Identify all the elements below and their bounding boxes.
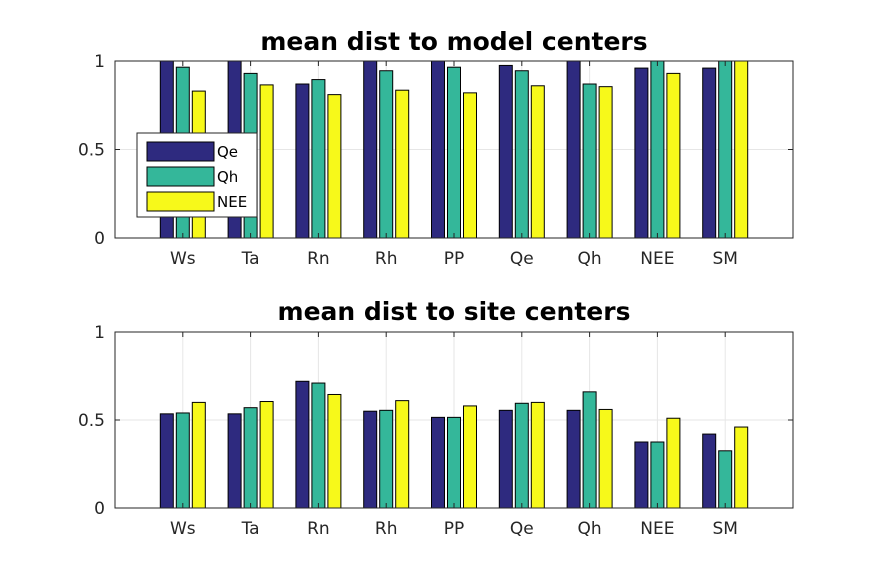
bar-nee-ta — [259, 84, 274, 238]
y-tick-label: 0 — [94, 499, 105, 519]
bar-qh-rn — [311, 79, 326, 238]
bar-qe-pp — [431, 61, 445, 238]
chart-site-centers: Ws Ta Rn Rh PP Qe Qh NEE SM 0 0.5 1 mean dist to sit… — [78, 297, 794, 539]
bar-nee-sm — [734, 426, 749, 508]
bar-qh-rh — [379, 409, 394, 508]
bar-qh-sm — [718, 450, 733, 508]
bar-nee-rh — [395, 400, 410, 508]
bar-nee-qh — [598, 408, 613, 508]
bar-qh-qh — [582, 83, 597, 238]
y-tick-label: 0.5 — [78, 411, 105, 431]
legend-swatch-qe — [146, 141, 215, 162]
chart-title: mean dist to model centers — [260, 27, 647, 56]
x-tick-label: Rh — [375, 249, 398, 269]
bar-qe-rh — [363, 410, 378, 508]
chart-title: mean dist to site centers — [278, 297, 631, 326]
x-tick-label: Ws — [170, 249, 196, 269]
legend-label-qh: Qh — [217, 168, 238, 186]
bar-qe-qe — [498, 409, 513, 508]
bar-nee-sm — [734, 61, 749, 238]
bar-qh-pp — [447, 416, 461, 508]
bar-nee-nee — [666, 72, 681, 238]
bar-qh-rh — [379, 70, 394, 238]
bar-nee-qe — [530, 85, 545, 238]
x-tick-label: Rn — [307, 519, 330, 539]
x-tick-label: SM — [712, 249, 737, 269]
x-tick-label: PP — [444, 249, 465, 269]
y-tick-label: 1 — [94, 52, 105, 72]
bar-qh-qh — [582, 391, 597, 508]
legend-label-qe: Qe — [217, 143, 238, 161]
legend-label-nee: NEE — [217, 193, 247, 211]
bar-qh-ws — [175, 412, 190, 508]
bar-qe-qh — [566, 61, 581, 238]
x-tick-label: NEE — [640, 519, 674, 539]
bar-qe-rn — [295, 380, 310, 508]
x-tick-label: Ta — [241, 249, 260, 269]
y-tick-label: 1 — [94, 323, 105, 343]
bar-qe-rh — [363, 61, 378, 238]
x-tick-label: Rh — [375, 519, 398, 539]
bar-qh-qe — [514, 70, 529, 238]
x-tick-label: Qh — [578, 519, 602, 539]
bars — [159, 380, 749, 508]
x-tick-label: Qe — [510, 249, 534, 269]
bar-qe-nee — [634, 67, 649, 238]
bar-qe-ws — [159, 413, 174, 508]
bar-qh-pp — [447, 66, 461, 238]
legend-swatch-qh — [146, 166, 215, 187]
x-tick-label: PP — [444, 519, 465, 539]
bar-nee-nee — [666, 417, 681, 508]
legend-swatch-nee — [146, 191, 215, 212]
bar-qe-qe — [498, 64, 513, 238]
x-tick-label: Qh — [578, 249, 602, 269]
x-tick-label: Qe — [510, 519, 534, 539]
x-tick-label: NEE — [640, 249, 674, 269]
bar-nee-rn — [327, 94, 342, 238]
bar-nee-pp — [463, 405, 477, 508]
x-tick-label: SM — [712, 519, 737, 539]
bar-qe-ta — [227, 413, 242, 508]
bar-qe-pp — [431, 416, 445, 508]
x-tick-label: Rn — [307, 249, 330, 269]
bar-qe-nee — [634, 441, 649, 508]
bar-nee-rh — [395, 89, 410, 238]
legend: Qe Qh NEE — [136, 132, 258, 218]
bar-qh-ta — [243, 407, 258, 508]
bar-nee-qe — [530, 401, 545, 508]
bar-nee-qh — [598, 86, 613, 238]
y-tick-label: 0 — [94, 229, 105, 249]
bar-nee-ta — [259, 401, 274, 508]
bar-qe-sm — [702, 433, 717, 508]
bar-qe-rn — [295, 83, 310, 238]
bar-qh-qe — [514, 402, 529, 508]
bar-qe-qh — [566, 409, 581, 508]
bar-qh-nee — [650, 61, 665, 238]
x-tick-label: Ws — [170, 519, 196, 539]
bar-qh-nee — [650, 441, 665, 508]
x-tick-label: Ta — [241, 519, 260, 539]
bar-qh-rn — [311, 382, 326, 508]
bar-qe-sm — [702, 67, 717, 238]
bar-nee-rn — [327, 393, 342, 508]
bar-nee-ws — [191, 401, 206, 508]
chart-model-centers: Ws Ta Rn Rh PP Qe Qh NEE SM 0 0.5 1 mean dist to mod… — [78, 27, 794, 269]
bar-nee-pp — [463, 92, 477, 238]
y-tick-label: 0.5 — [78, 141, 105, 161]
bar-qh-sm — [718, 61, 733, 238]
